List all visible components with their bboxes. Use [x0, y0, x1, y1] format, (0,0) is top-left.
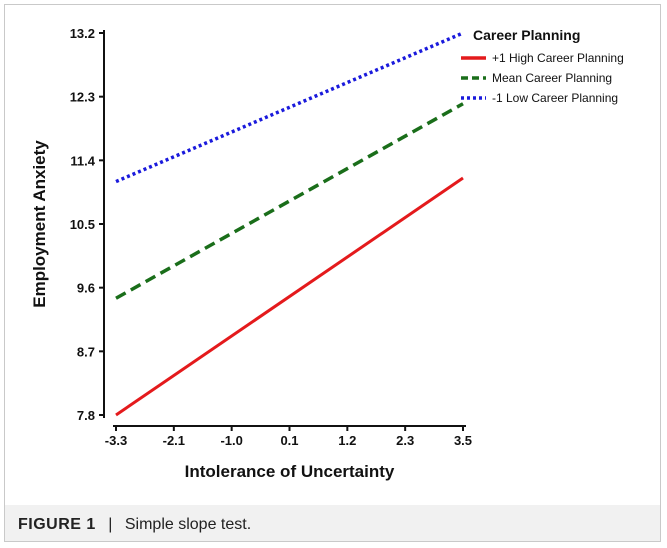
x-tick-label: 2.3 — [396, 433, 414, 448]
series-line-2 — [115, 102, 464, 300]
legend-title: Career Planning — [473, 27, 580, 43]
x-tick-label: 3.5 — [454, 433, 472, 448]
chart: 7.8 8.7 9.6 10.5 11.4 12.3 13.2 -3.3 -2.1 -1.0 0.… — [30, 26, 624, 481]
caption-separator: | — [108, 516, 113, 533]
x-tick-label: -2.1 — [163, 433, 185, 448]
x-tick-label: -3.3 — [105, 433, 127, 448]
x-tick-label: 0.1 — [280, 433, 298, 448]
series-lines — [115, 31, 464, 417]
legend-item-label: +1 High Career Planning — [492, 51, 624, 65]
x-axis-title: Intolerance of Uncertainty — [185, 462, 395, 481]
figure-label: FIGURE 1 — [18, 516, 96, 533]
legend-item-label: Mean Career Planning — [492, 71, 612, 85]
y-axis-title: Employment Anxiety — [30, 140, 49, 308]
figure-caption: FIGURE 1 | Simple slope test. — [18, 516, 251, 534]
y-tick-label: 7.8 — [77, 408, 95, 423]
series-line-3 — [115, 31, 464, 184]
legend-item-label: -1 Low Career Planning — [492, 91, 618, 105]
y-tick-label: 12.3 — [70, 90, 95, 105]
y-tick-label: 9.6 — [77, 281, 95, 296]
x-tick-label: 1.2 — [338, 433, 356, 448]
caption-text: Simple slope test. — [124, 516, 252, 533]
y-tick-label: 11.4 — [70, 153, 95, 168]
legend: Career Planning +1 High Career Planning M… — [461, 27, 624, 105]
y-axis: 7.8 8.7 9.6 10.5 11.4 12.3 13.2 — [70, 26, 105, 423]
x-axis: -3.3 -2.1 -1.0 0.1 1.2 2.3 3.5 — [105, 425, 472, 448]
y-tick-label: 13.2 — [70, 26, 95, 41]
series-line-1 — [115, 176, 464, 417]
y-tick-label: 8.7 — [77, 344, 95, 359]
figure-frame — [4, 4, 661, 542]
x-tick-label: -1.0 — [220, 433, 242, 448]
y-tick-label: 10.5 — [70, 217, 95, 232]
caption-bar — [5, 505, 660, 541]
